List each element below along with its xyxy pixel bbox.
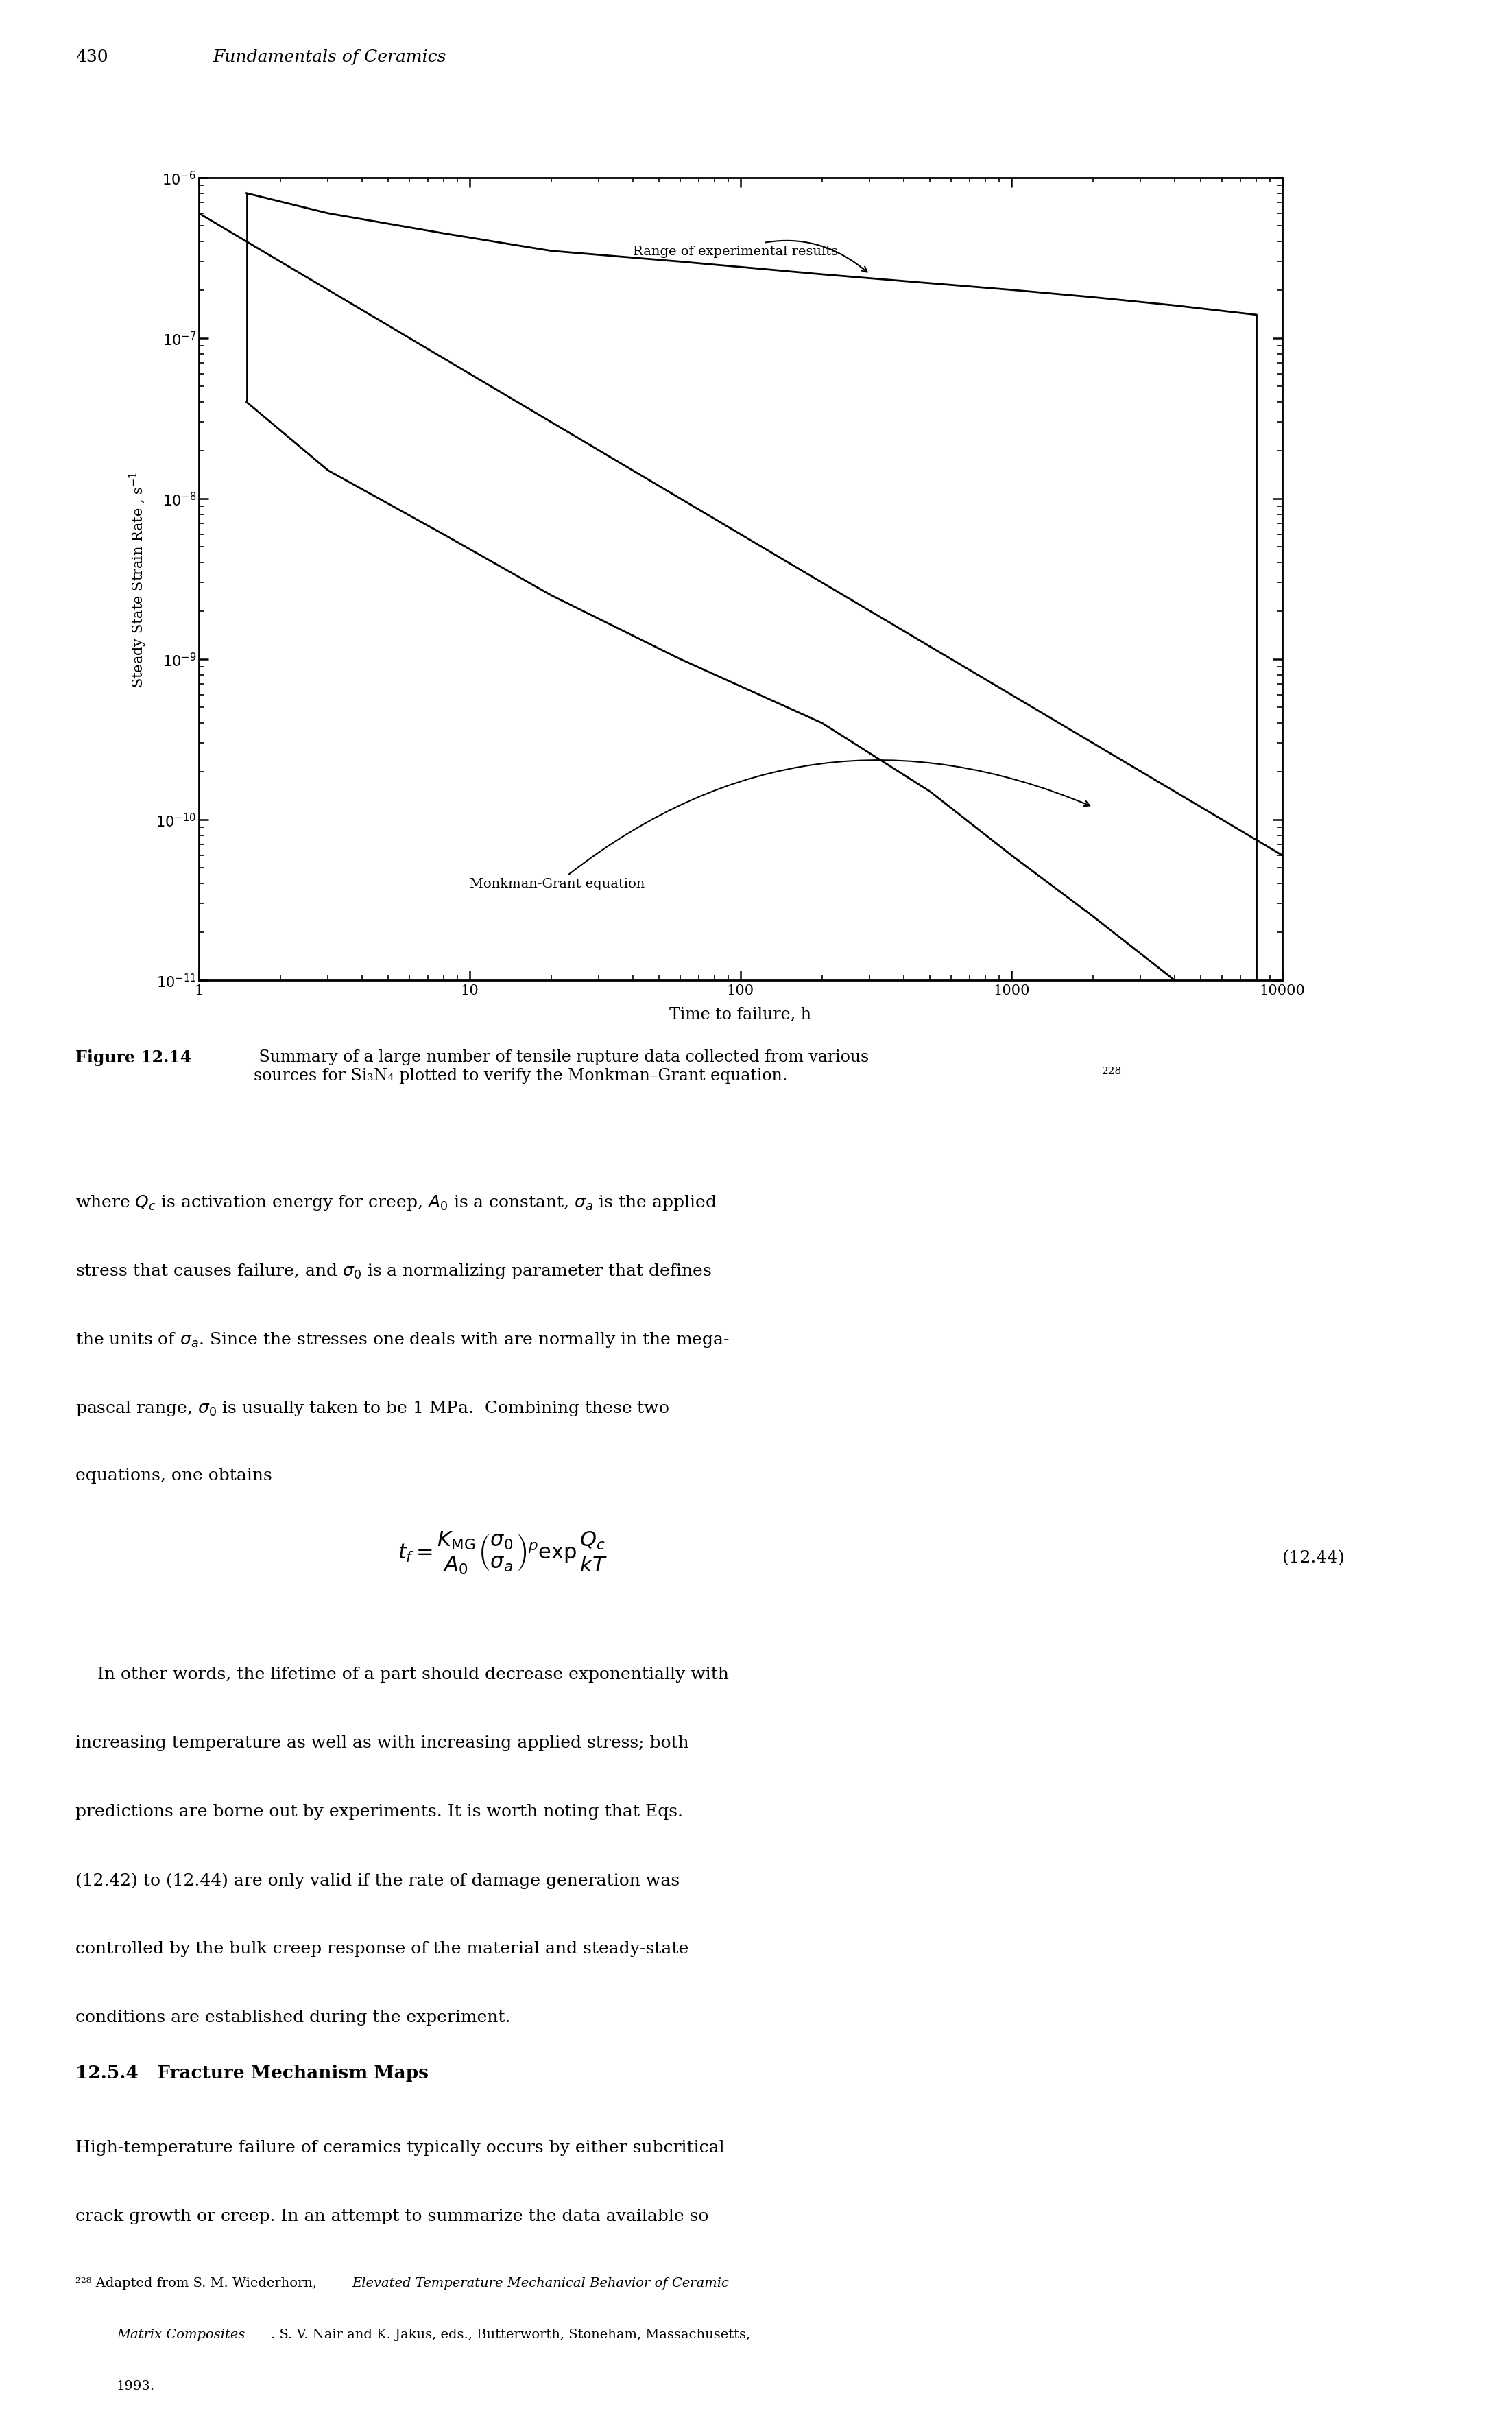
Text: 228: 228 [1102,1066,1122,1075]
Text: 12.5.4   Fracture Mechanism Maps: 12.5.4 Fracture Mechanism Maps [76,2064,428,2081]
Text: stress that causes failure, and $\sigma_0$ is a normalizing parameter that defin: stress that causes failure, and $\sigma_… [76,1261,712,1280]
Text: ²²⁸ Adapted from S. M. Wiederhorn,: ²²⁸ Adapted from S. M. Wiederhorn, [76,2276,321,2288]
Text: High-temperature failure of ceramics typically occurs by either subcritical: High-temperature failure of ceramics typ… [76,2139,724,2155]
Text: In other words, the lifetime of a part should decrease exponentially with: In other words, the lifetime of a part s… [76,1666,729,1683]
Text: 1993.: 1993. [116,2380,156,2392]
Text: 430: 430 [76,48,107,65]
Text: (12.42) to (12.44) are only valid if the rate of damage generation was: (12.42) to (12.44) are only valid if the… [76,1871,679,1888]
Text: increasing temperature as well as with increasing applied stress; both: increasing temperature as well as with i… [76,1736,689,1750]
Text: controlled by the bulk creep response of the material and steady-state: controlled by the bulk creep response of… [76,1941,688,1955]
Text: Range of experimental results: Range of experimental results [634,241,868,272]
Text: Figure 12.14: Figure 12.14 [76,1049,192,1066]
Text: $t_f = \dfrac{K_{\rm MG}}{A_0}\left(\dfrac{\sigma_0}{\sigma_a}\right)^p \exp\dfr: $t_f = \dfrac{K_{\rm MG}}{A_0}\left(\dfr… [398,1529,608,1577]
X-axis label: Time to failure, h: Time to failure, h [670,1005,812,1022]
Text: Monkman-Grant equation: Monkman-Grant equation [470,759,1090,890]
Text: Fundamentals of Ceramics: Fundamentals of Ceramics [213,48,446,65]
Text: Summary of a large number of tensile rupture data collected from various
sources: Summary of a large number of tensile rup… [254,1049,869,1083]
Text: where $Q_c$ is activation energy for creep, $A_0$ is a constant, $\sigma_a$ is t: where $Q_c$ is activation energy for cre… [76,1193,717,1213]
Text: predictions are borne out by experiments. It is worth noting that Eqs.: predictions are borne out by experiments… [76,1803,683,1820]
Text: Matrix Composites: Matrix Composites [116,2329,245,2341]
Text: the units of $\sigma_a$. Since the stresses one deals with are normally in the m: the units of $\sigma_a$. Since the stres… [76,1331,730,1348]
Text: equations, one obtains: equations, one obtains [76,1468,272,1483]
Text: Elevated Temperature Mechanical Behavior of Ceramic: Elevated Temperature Mechanical Behavior… [352,2276,729,2288]
Text: . S. V. Nair and K. Jakus, eds., Butterworth, Stoneham, Massachusetts,: . S. V. Nair and K. Jakus, eds., Butterw… [271,2329,750,2341]
Y-axis label: Steady State Strain Rate , s$^{-1}$: Steady State Strain Rate , s$^{-1}$ [129,470,148,687]
Text: conditions are established during the experiment.: conditions are established during the ex… [76,2008,511,2025]
Text: pascal range, $\sigma_0$ is usually taken to be 1 MPa.  Combining these two: pascal range, $\sigma_0$ is usually take… [76,1398,670,1418]
Text: crack growth or creep. In an attempt to summarize the data available so: crack growth or creep. In an attempt to … [76,2208,709,2223]
Text: (12.44): (12.44) [1282,1550,1344,1565]
